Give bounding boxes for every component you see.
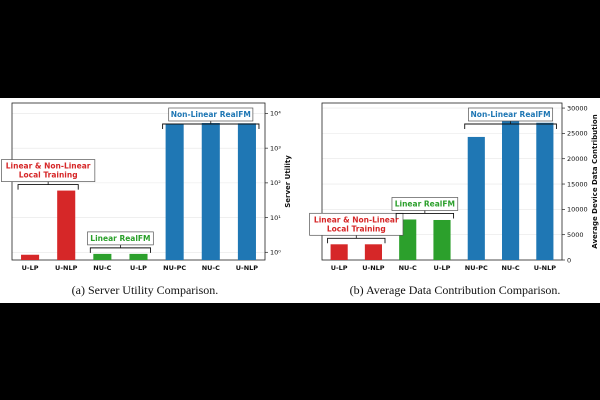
group-label: Linear & Non-Linear — [314, 215, 399, 224]
y-tick-label: 15000 — [567, 180, 588, 188]
figure-panel: 10⁰ 10¹ 10² 10³ 10⁴ Server Utility U-LP U-NLP NU… — [0, 98, 600, 303]
x-tick-label: U-LP — [130, 264, 147, 272]
y-tick-label: 10² — [270, 179, 281, 187]
group-bracket — [17, 184, 79, 190]
chart-server-utility: 10⁰ 10¹ 10² 10³ 10⁴ Server Utility U-LP U-NLP NU… — [1, 102, 292, 297]
bar — [21, 254, 40, 260]
x-tick-label: U-LP — [434, 264, 451, 272]
group-label-box — [168, 107, 254, 122]
y-tick-label: 10¹ — [270, 214, 281, 222]
figure-caption: (b) Average Data Contribution Comparison… — [350, 283, 561, 297]
bar — [237, 123, 256, 260]
group-label-box — [309, 212, 404, 236]
bar — [364, 244, 382, 260]
bar — [433, 219, 451, 260]
x-tick-label: U-NLP — [55, 264, 78, 272]
group-label: Local Training — [19, 171, 78, 180]
y-tick-label: 10³ — [270, 144, 281, 152]
figure-caption: (a) Server Utility Comparison. — [72, 283, 219, 297]
group-label-box — [391, 197, 459, 211]
group-label: Linear & Non-Linear — [6, 162, 91, 171]
x-tick-label: NU-PC — [465, 264, 488, 272]
y-axis-label: Average Device Data Contribution — [591, 114, 599, 248]
y-tick-label: 30000 — [567, 104, 588, 112]
x-tick-label: U-NLP — [362, 264, 385, 272]
bar — [57, 190, 76, 260]
bar — [536, 122, 554, 260]
bar — [399, 219, 417, 260]
bar — [502, 119, 520, 260]
group-bracket — [395, 213, 455, 219]
y-tick-label: 10⁰ — [270, 249, 281, 257]
bar — [330, 244, 348, 260]
bar — [165, 123, 184, 260]
y-tick-label: 10000 — [567, 206, 588, 214]
x-tick-label: NU-C — [93, 264, 111, 272]
x-tick-label: NU-C — [399, 264, 417, 272]
group-bracket — [327, 237, 386, 244]
group-label: Linear RealFM — [90, 234, 150, 243]
group-label: Local Training — [327, 224, 386, 233]
group-label-box — [468, 107, 554, 122]
x-tick-label: NU-C — [501, 264, 519, 272]
group-label: Linear RealFM — [395, 199, 455, 208]
x-tick-label: NU-PC — [163, 264, 186, 272]
y-tick-label: 25000 — [567, 130, 588, 138]
y-tick-label: 0 — [567, 256, 571, 264]
x-tick-label: U-LP — [22, 264, 39, 272]
x-tick-label: U-LP — [331, 264, 348, 272]
x-tick-label: U-NLP — [236, 264, 259, 272]
bar — [93, 253, 112, 260]
x-tick-label: NU-C — [202, 264, 220, 272]
figure-svg: 10⁰ 10¹ 10² 10³ 10⁴ Server Utility U-LP U-NLP NU… — [1, 102, 599, 297]
y-axis-label: Server Utility — [284, 155, 292, 208]
y-tick-label: 20000 — [567, 155, 588, 163]
y-tick-label: 5000 — [567, 231, 584, 239]
group-label: Non-Linear RealFM — [171, 110, 251, 119]
group-label-box — [1, 159, 96, 182]
y-tick-label: 10⁴ — [270, 110, 281, 118]
x-tick-label: U-NLP — [534, 264, 557, 272]
group-label-box — [87, 231, 154, 246]
bar — [201, 123, 220, 260]
bar — [129, 253, 148, 260]
group-label: Non-Linear RealFM — [471, 110, 551, 119]
bar — [467, 136, 485, 260]
